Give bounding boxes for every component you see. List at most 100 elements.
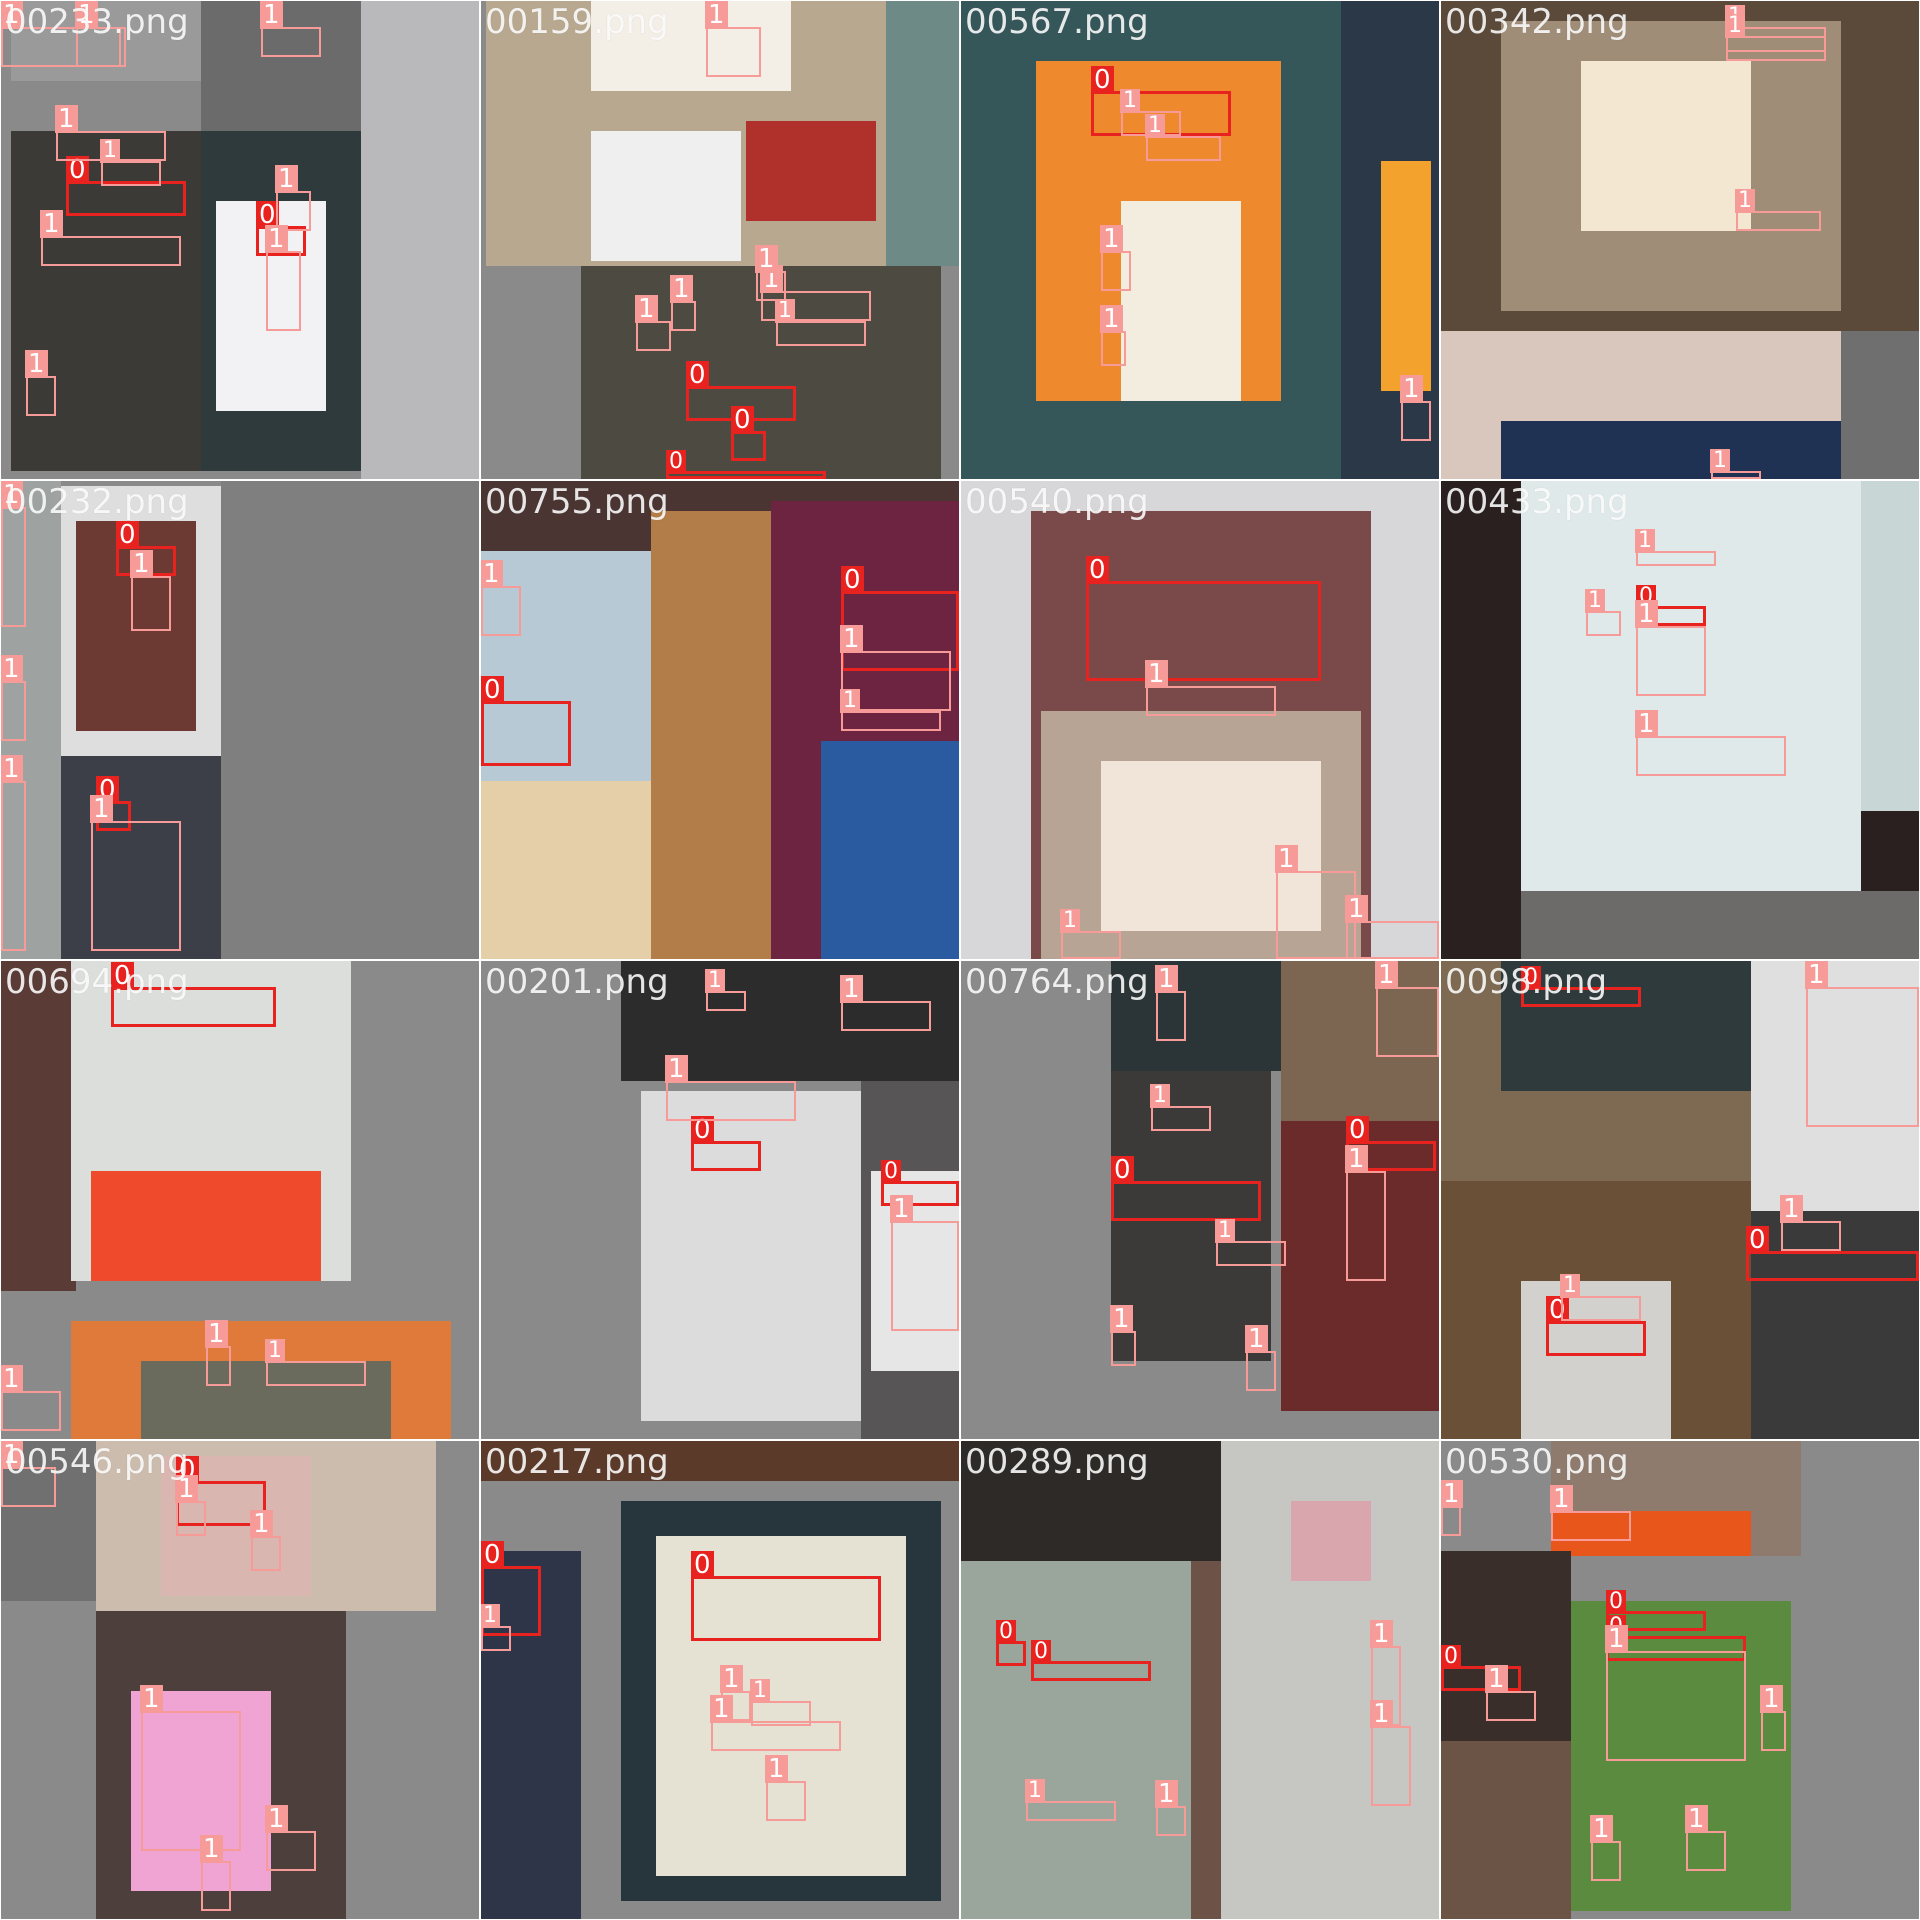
bbox-class-label: 0 bbox=[686, 361, 709, 389]
bbox-class-label: 1 bbox=[175, 1475, 198, 1503]
bbox-class-1: 1 bbox=[1345, 1145, 1386, 1281]
photo-region bbox=[1751, 961, 1919, 1211]
bbox-class-1: 1 bbox=[1060, 909, 1121, 959]
bbox-class-label: 0 bbox=[256, 201, 279, 229]
bbox-class-1: 1 bbox=[1485, 1665, 1536, 1721]
bbox-class-0: 0 bbox=[996, 1620, 1026, 1666]
bbox-class-label: 1 bbox=[1685, 1805, 1708, 1833]
tile-filename: 00342.png bbox=[1445, 2, 1629, 42]
bbox-class-1: 1 bbox=[40, 210, 181, 266]
bbox-class-label: 0 bbox=[1521, 966, 1541, 990]
photo-region bbox=[1121, 201, 1241, 401]
bbox-class-1: 1 bbox=[1110, 1305, 1136, 1366]
bbox-class-label: 1 bbox=[670, 275, 693, 303]
bbox-class-label: 1 bbox=[1560, 1274, 1580, 1298]
bbox-class-label: 0 bbox=[1031, 1640, 1051, 1664]
bbox-class-label: 1 bbox=[1780, 1195, 1803, 1223]
bbox-class-label: 1 bbox=[90, 795, 113, 823]
bbox-class-0: 0 bbox=[881, 1160, 959, 1206]
bbox-class-1: 1 bbox=[1441, 1480, 1463, 1536]
photo-region bbox=[221, 481, 479, 959]
photo-region bbox=[651, 511, 771, 959]
bbox-class-0: 0 bbox=[731, 406, 766, 461]
bbox-class-label: 1 bbox=[1275, 845, 1298, 873]
bbox-class-1: 1 bbox=[1100, 305, 1126, 366]
bbox-class-label: 1 bbox=[1710, 449, 1730, 473]
bbox-class-1: 1 bbox=[200, 1835, 231, 1911]
photo-region bbox=[361, 1, 479, 479]
bbox-class-1: 1 bbox=[1635, 600, 1706, 696]
bbox-class-1: 1 bbox=[1, 1441, 56, 1507]
bbox-class-1: 1 bbox=[1590, 1815, 1621, 1881]
bbox-class-label: 1 bbox=[100, 139, 120, 163]
photo-region bbox=[1861, 481, 1919, 811]
bbox-class-label: 1 bbox=[1805, 961, 1828, 989]
image-tile: 0 0 1 1 1 1 1 1 1 00764.png bbox=[961, 961, 1439, 1439]
image-tile: 0 0 1 1 1 1 1 00232.png bbox=[1, 481, 479, 959]
bbox-class-label: 1 bbox=[1370, 1700, 1393, 1728]
bbox-class-label: 0 bbox=[66, 156, 89, 184]
photo-region bbox=[1501, 421, 1841, 479]
photo-region bbox=[11, 1, 201, 81]
bbox-class-label: 0 bbox=[1441, 1645, 1461, 1669]
image-tile: 0 0 1 1 1 1 1 1 1 1 1 00233.png bbox=[1, 1, 479, 479]
bbox-class-1: 1 bbox=[670, 275, 696, 331]
bbox-class-label: 1 bbox=[1735, 189, 1755, 213]
bbox-class-0: 0 bbox=[1441, 1645, 1521, 1691]
bbox-class-1: 1 bbox=[765, 1755, 806, 1821]
bbox-class-1: 1 bbox=[1710, 449, 1761, 479]
bbox-class-label: 1 bbox=[1345, 1145, 1368, 1173]
bbox-class-1: 1 bbox=[705, 1, 761, 77]
bbox-class-1: 1 bbox=[665, 1055, 796, 1121]
tile-filename: 00217.png bbox=[485, 1442, 669, 1482]
bbox-class-label: 1 bbox=[1635, 600, 1658, 628]
bbox-class-label: 1 bbox=[1, 1441, 23, 1469]
bbox-class-label: 1 bbox=[1375, 961, 1398, 989]
image-tile: 111100342.png bbox=[1441, 1, 1919, 479]
bbox-class-label: 1 bbox=[1370, 1620, 1393, 1648]
bbox-class-label: 1 bbox=[1145, 660, 1168, 688]
bbox-class-0: 0 bbox=[691, 1551, 881, 1641]
image-tile: 0 1 1 1 1 1 00567.png bbox=[961, 1, 1439, 479]
bbox-class-1: 1 bbox=[1780, 1195, 1841, 1251]
bbox-class-label: 1 bbox=[750, 1679, 770, 1703]
bbox-class-1: 1 bbox=[840, 975, 931, 1031]
photo-region bbox=[201, 1, 371, 131]
bbox-class-label: 1 bbox=[1150, 1084, 1170, 1108]
bbox-class-label: 1 bbox=[1060, 909, 1080, 933]
photo-region bbox=[1501, 961, 1751, 1091]
bbox-class-label: 1 bbox=[1, 655, 23, 683]
bbox-class-label: 1 bbox=[1635, 710, 1658, 738]
bbox-class-label: 1 bbox=[250, 1510, 273, 1538]
bbox-class-label: 1 bbox=[205, 1320, 228, 1348]
bbox-class-label: 1 bbox=[710, 1695, 733, 1723]
bbox-class-label: 1 bbox=[200, 1835, 223, 1863]
tile-filename: 00540.png bbox=[965, 482, 1149, 522]
image-tile: 0 0 1 1 1 1 1 00217.png bbox=[481, 1441, 959, 1919]
bbox-class-label: 1 bbox=[1110, 1305, 1133, 1333]
photo-region bbox=[821, 741, 959, 959]
bbox-class-label: 1 bbox=[130, 550, 153, 578]
bbox-class-1: 1 bbox=[1685, 1805, 1726, 1871]
bbox-class-1: 1 bbox=[90, 795, 181, 951]
bbox-class-1: 1 bbox=[750, 1679, 811, 1726]
bbox-class-label: 1 bbox=[25, 350, 48, 378]
bbox-class-label: 1 bbox=[1, 481, 23, 509]
bbox-class-1: 1 bbox=[481, 1604, 511, 1651]
bbox-class-label: 1 bbox=[1100, 225, 1123, 253]
bbox-class-label: 1 bbox=[840, 625, 863, 653]
photo-region bbox=[961, 1561, 1191, 1919]
bbox-class-label: 1 bbox=[40, 210, 63, 238]
bbox-class-label: 0 bbox=[1606, 1590, 1626, 1614]
photo-region bbox=[1, 481, 61, 959]
bbox-class-label: 0 bbox=[111, 962, 134, 990]
photo-region bbox=[886, 1, 959, 266]
bbox-class-label: 1 bbox=[1400, 375, 1423, 403]
photo-region bbox=[746, 121, 876, 221]
tile-filename: 00201.png bbox=[485, 962, 669, 1002]
bbox-class-label: 1 bbox=[1, 755, 23, 783]
photo-region bbox=[1521, 481, 1861, 891]
bbox-class-1: 1 bbox=[1, 1365, 61, 1431]
bbox-class-0: 0 bbox=[666, 450, 826, 479]
tile-filename: 00433.png bbox=[1445, 482, 1629, 522]
